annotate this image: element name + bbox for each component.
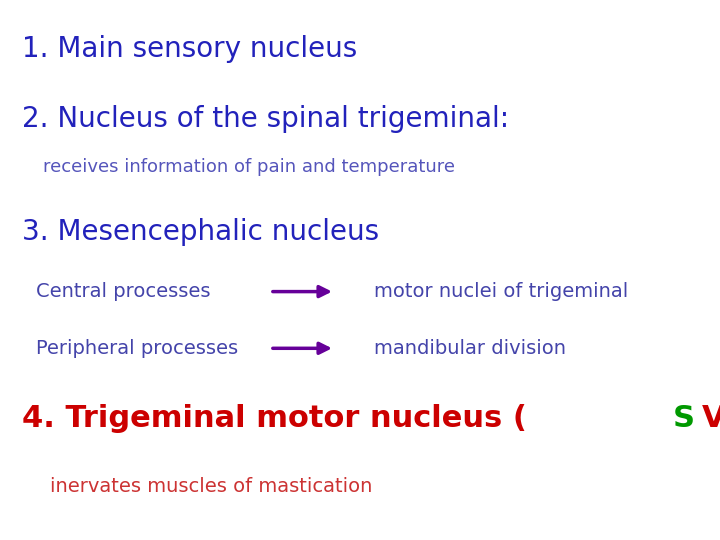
Text: receives information of pain and temperature: receives information of pain and tempera…	[43, 158, 455, 177]
Text: V: V	[701, 404, 720, 433]
Text: 2. Nucleus of the spinal trigeminal:: 2. Nucleus of the spinal trigeminal:	[22, 105, 509, 133]
Text: inervates muscles of mastication: inervates muscles of mastication	[50, 476, 373, 496]
Text: 4. Trigeminal motor nucleus (: 4. Trigeminal motor nucleus (	[22, 404, 526, 433]
Text: 1. Main sensory nucleus: 1. Main sensory nucleus	[22, 35, 357, 63]
Text: 3. Mesencephalic nucleus: 3. Mesencephalic nucleus	[22, 218, 379, 246]
Text: S: S	[673, 404, 695, 433]
Text: mandibular division: mandibular division	[374, 339, 567, 358]
Text: Central processes: Central processes	[36, 282, 210, 301]
Text: motor nuclei of trigeminal: motor nuclei of trigeminal	[374, 282, 629, 301]
Text: Peripheral processes: Peripheral processes	[36, 339, 238, 358]
